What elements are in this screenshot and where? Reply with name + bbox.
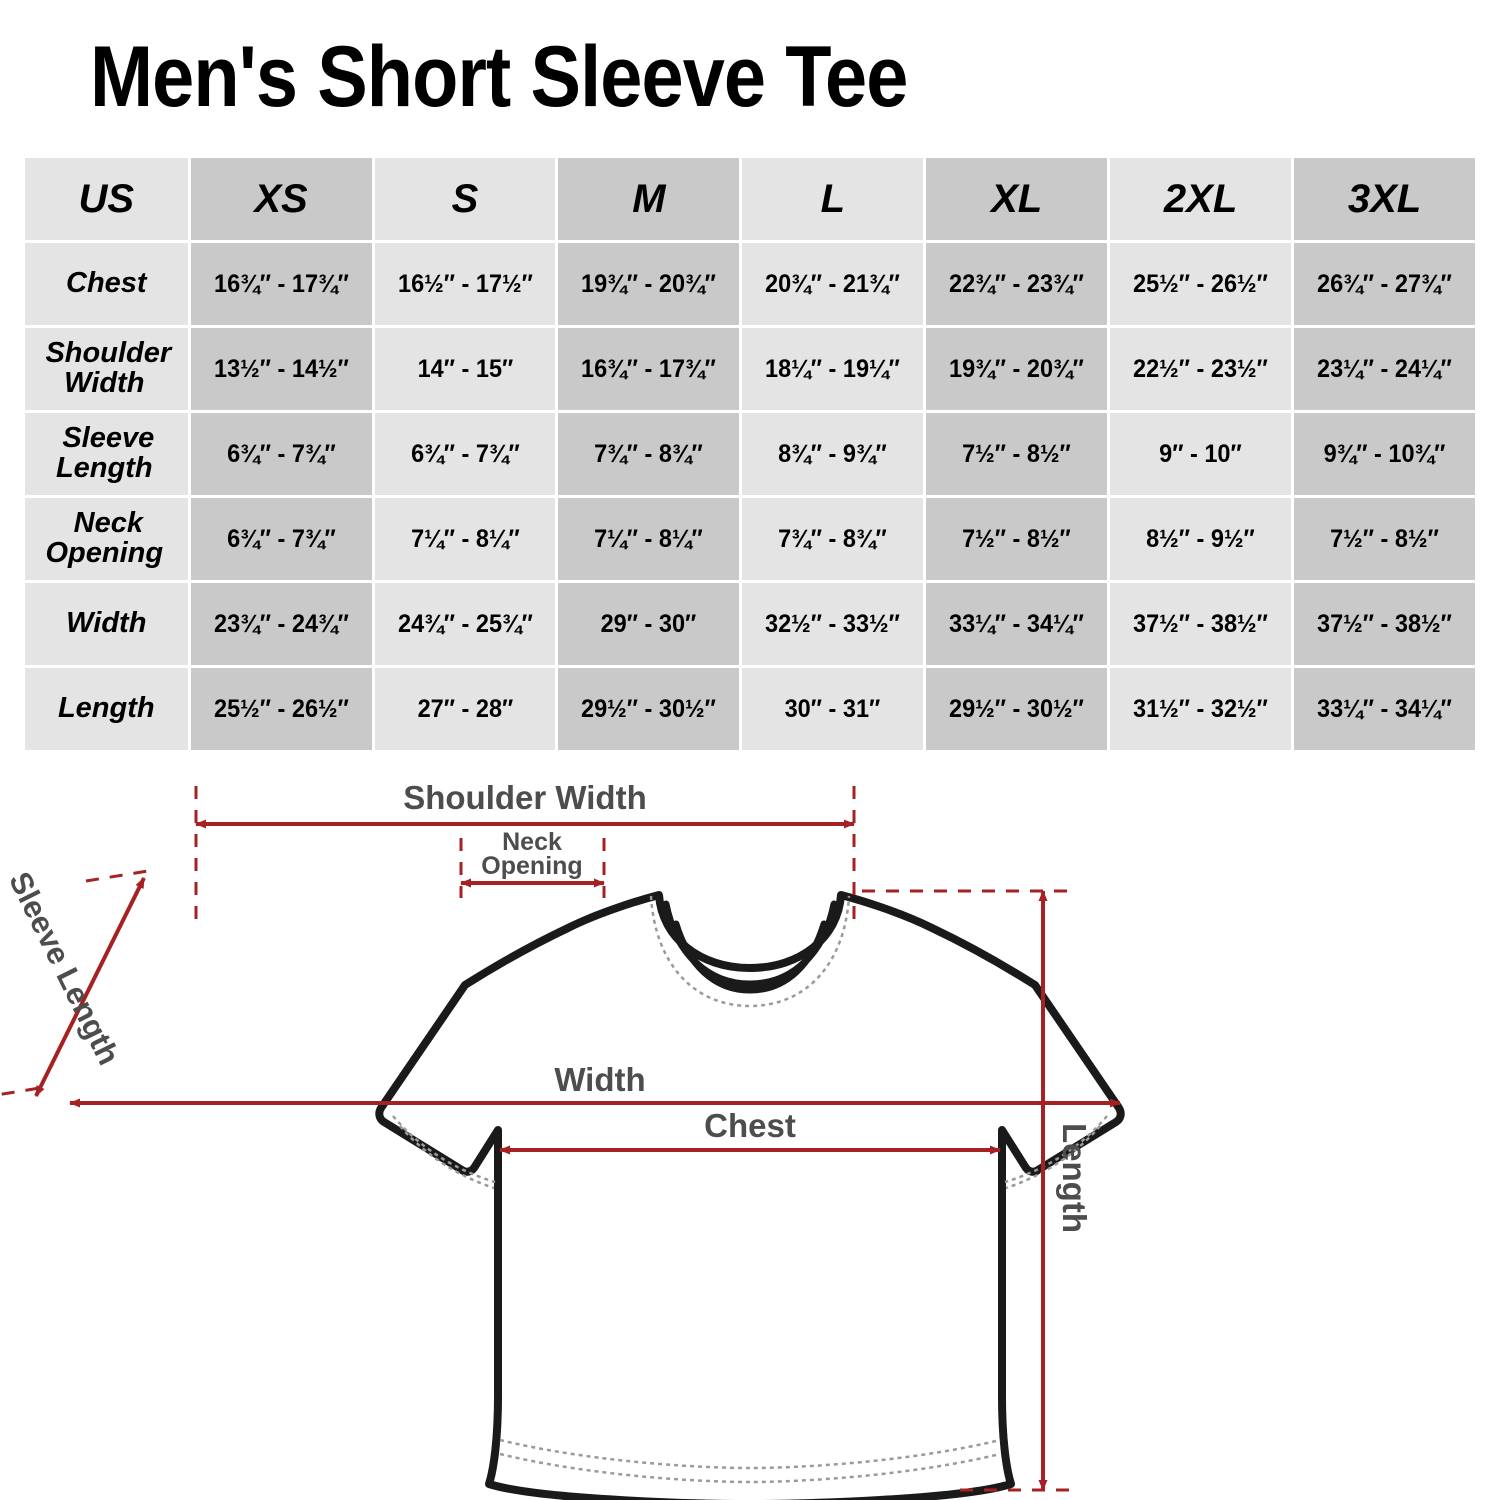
table-cell: 7¼″ - 8¼″ [374,498,556,580]
header-label-l: L [820,176,845,221]
neck-opening-label-line1: Neck [502,828,562,856]
table-cell: 23¼″ - 24¼″ [1294,328,1475,410]
table-cell: 9¾″ - 10¾″ [1294,413,1475,495]
table-cell: 6¾″ - 7¾″ [190,413,372,495]
length-dimension: Length [1038,890,1093,1491]
table-row: Sleeve Length 6¾″ - 7¾″ 6¾″ - 7¾″ 7¾″ - … [25,413,1475,495]
neck-opening-dimension: Neck Opening [460,828,605,888]
table-cell: 19¾″ - 20¾″ [926,328,1108,410]
collar-detail [662,900,838,994]
header-cell-m: M [558,158,740,240]
table-cell: 7½″ - 8½″ [926,413,1108,495]
table-cell: 7¼″ - 8¼″ [558,498,740,580]
table-cell: 16½″ - 17½″ [374,243,556,325]
table-cell: 29″ - 30″ [558,583,740,665]
header-label-m: M [632,176,666,221]
tee-measurement-diagram: Shoulder Width Neck Opening Sleeve Lengt… [0,778,1500,1500]
table-header-row: US XS S M L XL 2XL 3XL [25,158,1475,240]
sleeve-hem-stitch [392,1115,1108,1190]
table-cell: 33¼″ - 34¼″ [1294,668,1475,750]
table-cell: 8½″ - 9½″ [1110,498,1292,580]
length-label: Length [1056,1123,1093,1233]
row-label-width: Width [25,583,188,665]
table-cell: 14″ - 15″ [374,328,556,410]
table-cell: 6¾″ - 7¾″ [190,498,372,580]
header-label-us: US [78,176,135,221]
header-cell-s: S [374,158,556,240]
header-cell-3xl: 3XL [1294,158,1475,240]
collar-stitch [649,895,851,1008]
table-cell: 7¾″ - 8¾″ [558,413,740,495]
header-label-2xl: 2XL [1163,176,1238,221]
table-cell: 37½″ - 38½″ [1294,583,1475,665]
table-cell: 22¾″ - 23¾″ [926,243,1108,325]
table-cell: 22½″ - 23½″ [1110,328,1292,410]
table-cell: 8¾″ - 9¾″ [742,413,924,495]
table-cell: 9″ - 10″ [1110,413,1292,495]
table-row: Width 23¾″ - 24¾″ 24¾″ - 25¾″ 29″ - 30″ … [25,583,1475,665]
table-cell: 30″ - 31″ [742,668,924,750]
row-label-shoulder-width: Shoulder Width [25,328,188,410]
chest-label: Chest [704,1107,796,1144]
table-cell: 24¾″ - 25¾″ [374,583,556,665]
table-cell: 29½″ - 30½″ [558,668,740,750]
header-label-s: S [451,176,479,221]
table-cell: 16¾″ - 17¾″ [190,243,372,325]
table-cell: 25½″ - 26½″ [190,668,372,750]
header-cell-xs: XS [190,158,372,240]
header-label-xl: XL [991,176,1043,221]
header-cell-2xl: 2XL [1110,158,1292,240]
neck-opening-label-line2: Opening [481,852,582,880]
sleeve-length-dimension: Sleeve Length [2,866,146,1097]
row-label-chest: Chest [25,243,188,325]
header-label-3xl: 3XL [1347,176,1422,221]
table-cell: 31½″ - 32½″ [1110,668,1292,750]
shoulder-width-label: Shoulder Width [403,779,647,816]
table-row: Length 25½″ - 26½″ 27″ - 28″ 29½″ - 30½″… [25,668,1475,750]
table-cell: 7½″ - 8½″ [1294,498,1475,580]
table-cell: 25½″ - 26½″ [1110,243,1292,325]
table-cell: 7¾″ - 8¾″ [742,498,924,580]
table-cell: 13½″ - 14½″ [190,328,372,410]
table-cell: 19¾″ - 20¾″ [558,243,740,325]
size-chart-table: US XS S M L XL 2XL 3XL [22,155,1478,753]
table-row: Neck Opening 6¾″ - 7¾″ 7¼″ - 8¼″ 7¼″ - 8… [25,498,1475,580]
table-cell: 26¾″ - 27¾″ [1294,243,1475,325]
table-cell: 33¼″ - 34¼″ [926,583,1108,665]
row-label-length: Length [25,668,188,750]
header-cell-l: L [742,158,924,240]
row-label-neck-opening: Neck Opening [25,498,188,580]
header-cell-xl: XL [926,158,1108,240]
table-cell: 20¾″ - 21¾″ [742,243,924,325]
table-cell: 6¾″ - 7¾″ [374,413,556,495]
header-cell-us: US [25,158,188,240]
bottom-hem-stitch [499,1438,1001,1484]
row-label-sleeve-length: Sleeve Length [25,413,188,495]
width-label: Width [554,1061,645,1098]
page-title: Men's Short Sleeve Tee [90,29,908,125]
table-cell: 7½″ - 8½″ [926,498,1108,580]
width-dimension: Width [69,1061,1121,1108]
table-row: Chest 16¾″ - 17¾″ 16½″ - 17½″ 19¾″ - 20¾… [25,243,1475,325]
table-cell: 27″ - 28″ [374,668,556,750]
shoulder-width-dimension: Shoulder Width [195,779,855,829]
table-cell: 29½″ - 30½″ [926,668,1108,750]
table-cell: 32½″ - 33½″ [742,583,924,665]
header-label-xs: XS [254,176,308,221]
table-cell: 18¼″ - 19¼″ [742,328,924,410]
tshirt-outline [375,891,1125,1500]
table-cell: 37½″ - 38½″ [1110,583,1292,665]
table-cell: 16¾″ - 17¾″ [558,328,740,410]
table-cell: 23¾″ - 24¾″ [190,583,372,665]
chest-dimension: Chest [499,1107,1001,1155]
table-row: Shoulder Width 13½″ - 14½″ 14″ - 15″ 16¾… [25,328,1475,410]
